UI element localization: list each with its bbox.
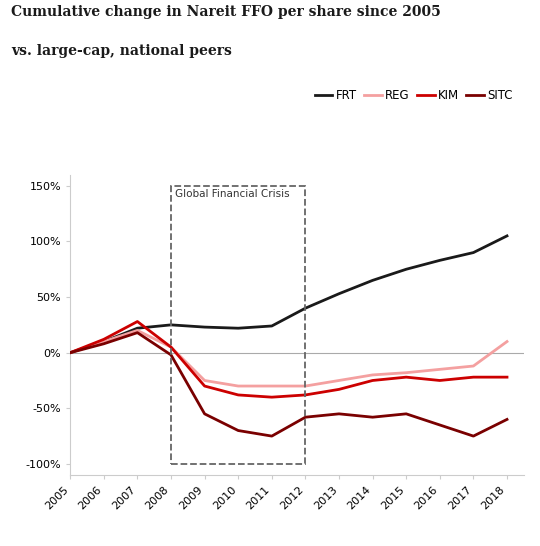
Text: Cumulative change in Nareit FFO per share since 2005: Cumulative change in Nareit FFO per shar… [11, 5, 441, 20]
FRT [67, 349, 73, 356]
SITC [302, 414, 309, 420]
REG [504, 339, 510, 345]
Line: KIM: KIM [70, 322, 507, 397]
Text: vs. large-cap, national peers: vs. large-cap, national peers [11, 44, 232, 58]
KIM [201, 383, 208, 389]
KIM [504, 374, 510, 381]
SITC [168, 352, 174, 358]
Text: Global Financial Crisis: Global Financial Crisis [175, 189, 289, 199]
FRT [134, 325, 140, 331]
REG [336, 377, 342, 384]
REG [134, 327, 140, 334]
FRT [470, 250, 477, 256]
SITC [268, 433, 275, 440]
KIM [67, 349, 73, 356]
SITC [235, 428, 241, 434]
SITC [336, 411, 342, 417]
SITC [201, 411, 208, 417]
KIM [403, 374, 409, 381]
FRT [100, 339, 107, 345]
FRT [235, 325, 241, 331]
KIM [336, 386, 342, 393]
KIM [470, 374, 477, 381]
SITC [369, 414, 376, 420]
KIM [436, 377, 443, 384]
Line: REG: REG [70, 330, 507, 386]
REG [201, 377, 208, 384]
FRT [369, 277, 376, 284]
REG [168, 344, 174, 351]
Bar [171, 186, 306, 464]
SITC [470, 433, 477, 440]
FRT [268, 323, 275, 329]
FRT [403, 266, 409, 272]
FRT [168, 322, 174, 328]
REG [235, 383, 241, 389]
REG [436, 366, 443, 372]
KIM [235, 391, 241, 398]
KIM [268, 394, 275, 400]
SITC [100, 341, 107, 347]
SITC [67, 349, 73, 356]
REG [302, 383, 309, 389]
FRT [302, 305, 309, 311]
FRT [436, 257, 443, 264]
KIM [168, 344, 174, 351]
REG [470, 363, 477, 369]
SITC [134, 329, 140, 336]
SITC [403, 411, 409, 417]
KIM [302, 391, 309, 398]
FRT [336, 290, 342, 297]
KIM [134, 318, 140, 325]
KIM [100, 336, 107, 342]
FRT [201, 324, 208, 330]
REG [369, 372, 376, 378]
KIM [369, 377, 376, 384]
Line: FRT: FRT [70, 236, 507, 353]
REG [268, 383, 275, 389]
REG [403, 370, 409, 376]
REG [67, 349, 73, 356]
SITC [504, 416, 510, 423]
Legend: FRT, REG, KIM, SITC: FRT, REG, KIM, SITC [310, 85, 518, 107]
SITC [436, 422, 443, 428]
Line: SITC: SITC [70, 333, 507, 436]
REG [100, 339, 107, 345]
FRT [504, 233, 510, 239]
